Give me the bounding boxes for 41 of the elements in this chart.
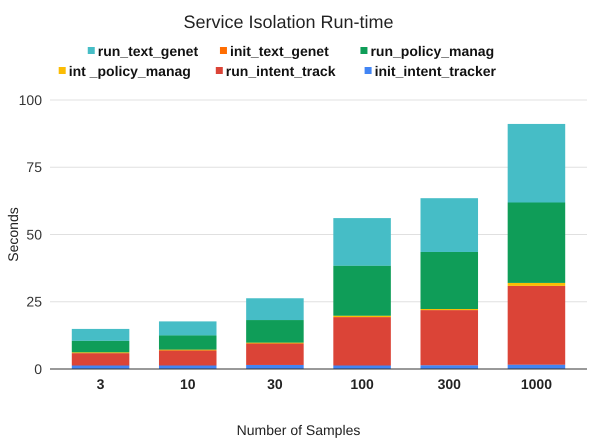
- bar: [158, 350, 217, 366]
- x-tick-label: 10: [180, 376, 196, 392]
- bar: [508, 364, 566, 369]
- legend-label: run_text_genet: [98, 43, 198, 59]
- x-tick-label: 300: [438, 376, 462, 392]
- y-tick-label: 100: [18, 92, 42, 108]
- bar: [420, 365, 478, 369]
- y-tick-label: 50: [26, 226, 42, 242]
- bar: [333, 317, 391, 366]
- y-tick-label: 75: [26, 159, 42, 176]
- legend-label: run_policy_manag: [370, 43, 494, 59]
- chart-title: Service Isolation Run-time: [183, 12, 394, 32]
- legend-label: init_text_genet: [230, 43, 330, 59]
- bar: [333, 266, 391, 316]
- bar: [72, 328, 130, 341]
- y-tick-label: 25: [26, 294, 42, 310]
- x-tick-label: 100: [350, 376, 374, 392]
- y-axis-title: Seconds: [5, 207, 21, 262]
- bar: [246, 343, 304, 365]
- bar: [420, 310, 478, 366]
- x-tick-label: 3: [96, 376, 105, 392]
- bar: [508, 124, 566, 202]
- bar: [72, 353, 130, 366]
- bar: [508, 286, 566, 365]
- bar: [508, 282, 566, 286]
- legend-label: int _policy_manag: [68, 63, 191, 79]
- bar: [158, 321, 217, 336]
- bar: [508, 202, 566, 283]
- bar: [420, 198, 478, 252]
- bar: [72, 340, 130, 352]
- bar: [333, 218, 391, 266]
- bar: [158, 335, 217, 350]
- x-tick-label: 1000: [520, 376, 552, 392]
- legend-label: init_intent_tracker: [374, 63, 497, 79]
- legend-label: run_intent_track: [226, 63, 336, 79]
- bar: [246, 320, 304, 343]
- x-axis-title: Number of Samples: [236, 422, 360, 438]
- bar: [246, 298, 304, 320]
- bar: [420, 252, 478, 310]
- y-tick-label: 0: [34, 360, 42, 377]
- x-tick-label: 30: [267, 376, 283, 392]
